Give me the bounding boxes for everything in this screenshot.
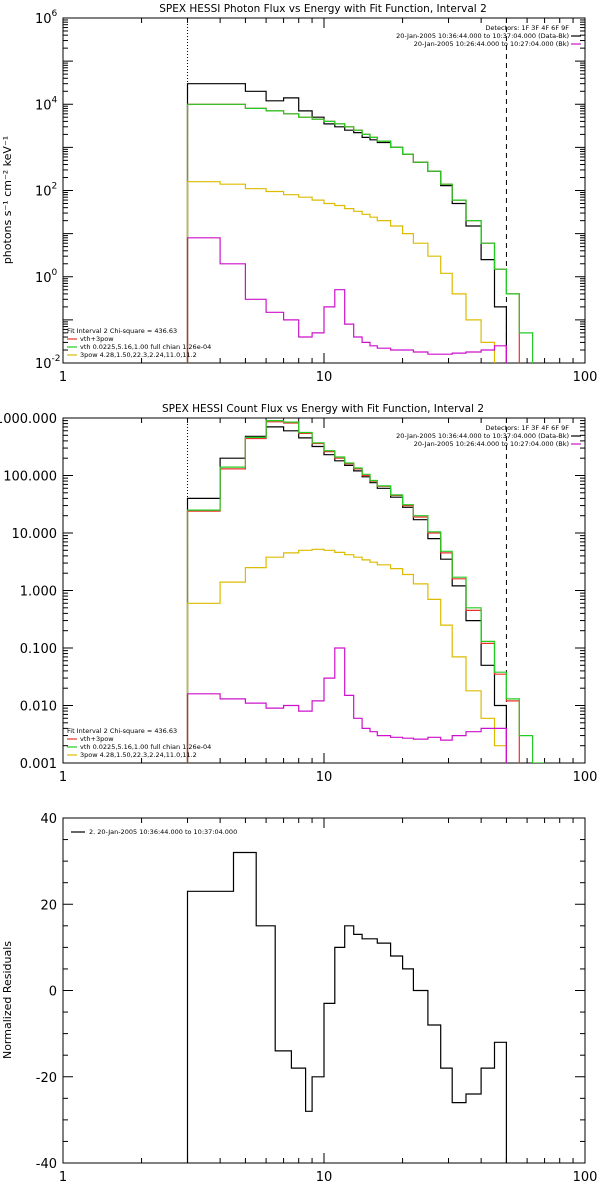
legend-entry: Detectors: 1F 3F 4F 6F 9F bbox=[485, 424, 569, 432]
y-tick-label: 10-2 bbox=[35, 354, 61, 372]
legend-entry: vth 0.0225,5.16,1.00 full chian 1.26e-04 bbox=[80, 343, 211, 351]
y-tick-label: 100 bbox=[35, 268, 58, 286]
legend-entry: 20-Jan-2005 10:26:44.000 to 10:27:04.000… bbox=[414, 40, 569, 48]
legend-entry: 2. 20-Jan-2005 10:36:44.000 to 10:37:04.… bbox=[89, 828, 237, 836]
y-tick-label: 1.000 bbox=[20, 585, 57, 600]
series-black-step-line bbox=[186, 83, 507, 363]
y-axis: 10-2 100 102 104 106 bbox=[35, 9, 585, 372]
x-tick-label: 1 bbox=[59, 770, 67, 785]
x-tick-label: 100 bbox=[573, 1170, 598, 1185]
x-tick-label: 10 bbox=[316, 370, 333, 385]
x-axis: 1 10 100 bbox=[59, 818, 598, 1185]
legend-entry: vth+3pow bbox=[80, 735, 114, 743]
y-tick-label: 10.000 bbox=[12, 527, 58, 542]
count-flux-panel: SPEX HESSI Count Flux vs Energy with Fit… bbox=[0, 403, 597, 785]
series-green-step-line bbox=[186, 103, 534, 363]
legend-entry: 20-Jan-2005 10:36:44.000 to 10:37:04.000… bbox=[396, 32, 569, 40]
y-tick-label: 104 bbox=[35, 95, 58, 113]
y-tick-label: -40 bbox=[36, 1157, 57, 1172]
y-tick-label: 100.000 bbox=[3, 470, 57, 485]
y-tick-label: 20 bbox=[40, 898, 57, 913]
photon-flux-title: SPEX HESSI Photon Flux vs Energy with Fi… bbox=[159, 3, 487, 15]
y-tick-label: 0.010 bbox=[20, 700, 57, 715]
series-group bbox=[186, 83, 534, 363]
x-tick-label: 100 bbox=[573, 370, 598, 385]
series-group bbox=[186, 851, 507, 1163]
x-tick-label: 100 bbox=[573, 770, 598, 785]
legend-entry: Detectors: 1F 3F 4F 6F 9F bbox=[485, 24, 569, 32]
photon-flux-panel: SPEX HESSI Photon Flux vs Energy with Fi… bbox=[1, 3, 597, 385]
y-tick-label: 106 bbox=[35, 9, 58, 27]
legend-entry: Fit Interval 2 Chi-square = 436.63 bbox=[67, 727, 177, 735]
x-axis: 1 10 100 bbox=[59, 18, 598, 385]
photon-flux-ylabel: photons s⁻¹ cm⁻² keV⁻¹ bbox=[1, 136, 14, 264]
y-tick-label: 0.100 bbox=[20, 642, 57, 657]
y-axis: -40 -20 0 20 40 bbox=[36, 812, 585, 1172]
legend-entry: 20-Jan-2005 10:36:44.000 to 10:37:04.000… bbox=[396, 432, 569, 440]
series-black-step-line bbox=[186, 851, 507, 1163]
x-tick-label: 10 bbox=[316, 1170, 333, 1185]
residuals-ylabel: Normalized Residuals bbox=[1, 941, 14, 1059]
y-tick-label: 40 bbox=[40, 812, 57, 827]
series-black-step-line bbox=[186, 426, 507, 763]
legend-entry: 20-Jan-2005 10:26:44.000 to 10:27:04.000… bbox=[414, 440, 569, 448]
series-magenta-step-line bbox=[186, 237, 507, 363]
count-flux-title: SPEX HESSI Count Flux vs Energy with Fit… bbox=[162, 403, 484, 415]
y-tick-label: 1000.000 bbox=[0, 412, 57, 427]
y-axis: 0.001 0.010 0.100 1.000 10.000 100.000 1000.00… bbox=[0, 412, 585, 772]
y-tick-label: 102 bbox=[35, 182, 57, 200]
y-tick-label: 0 bbox=[49, 985, 57, 1000]
y-tick-label: -20 bbox=[36, 1071, 57, 1086]
residuals-panel: Normalized Residuals 1 10 100 -40 -20 0 20 40 2.… bbox=[1, 812, 597, 1185]
series-yellow-step-line bbox=[186, 181, 496, 363]
legend-bottom: Fit Interval 2 Chi-square = 436.63vth+3p… bbox=[67, 727, 211, 759]
series-group bbox=[186, 420, 545, 763]
series-yellow-step-line bbox=[186, 548, 507, 763]
legend-entry: vth+3pow bbox=[80, 335, 114, 343]
legend-entry: Fit Interval 2 Chi-square = 436.63 bbox=[67, 327, 177, 335]
legend-bottom: Fit Interval 2 Chi-square = 436.63vth+3p… bbox=[67, 327, 211, 359]
x-tick-label: 1 bbox=[59, 1170, 67, 1185]
x-tick-label: 1 bbox=[59, 370, 67, 385]
x-tick-label: 10 bbox=[316, 770, 333, 785]
legend-entry: 3pow 4.28,1.50,22.3,2.24,11.0,11.2 bbox=[80, 751, 197, 759]
legend-entry: 3pow 4.28,1.50,22.3,2.24,11.0,11.2 bbox=[80, 351, 197, 359]
legend-top: 2. 20-Jan-2005 10:36:44.000 to 10:37:04.… bbox=[71, 828, 237, 836]
series-magenta-step-line bbox=[186, 647, 507, 763]
series-green-step-line bbox=[186, 420, 545, 763]
legend-entry: vth 0.0225,5.16,1.00 full chian 1.26e-04 bbox=[80, 743, 211, 751]
y-tick-label: 0.001 bbox=[20, 757, 57, 772]
